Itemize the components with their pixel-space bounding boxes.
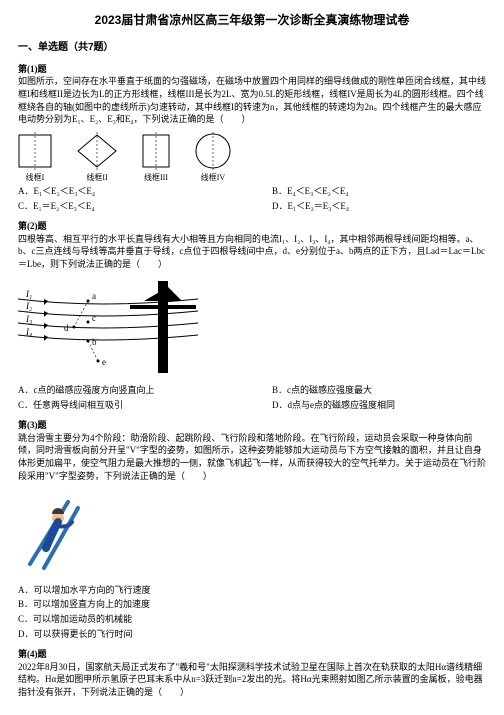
q3-options: A．可以增加水平方向的飞行速度 B．可以增加竖直方向上的加速度 C．可以增加运动…: [18, 584, 486, 640]
svg-text:I₄: I₄: [25, 327, 32, 337]
frame-3-icon: [142, 132, 170, 170]
q1-opt-c: C．E₁＝E₂＜E₃＜E₄: [18, 200, 232, 213]
q1-opt-d: D．E₁＜E₂＝E₃＜E₄: [272, 200, 486, 213]
svg-text:I₁: I₁: [25, 289, 32, 299]
q4-label: 第(4)题: [18, 648, 486, 661]
q2-opt-a: A．c点的磁感应强度方向竖直向上: [18, 384, 232, 397]
exam-title: 2023届甘肃省凉州区高三年级第一次诊断全真演练物理试卷: [18, 12, 486, 29]
q2-text: 四根等高、相互平行的水平长直导线有大小相等且方向相同的电流I₁、I₂、I₃、I₄…: [18, 233, 486, 271]
q4-text: 2022年8月30日，国家航天局正式发布了"羲和号"太阳探测科学技术试验卫星在国…: [18, 661, 486, 699]
q1-opt-b: B．E₄＜E₃＜E₂＜E₄: [272, 185, 486, 198]
section-single-choice: 一、单选题（共7题）: [18, 41, 486, 55]
svg-text:d: d: [64, 323, 69, 333]
q1-text: 如图所示，空间存在水平垂直于纸面的匀强磁场，在磁场中放置四个用同样的细导线做成的…: [18, 75, 486, 125]
svg-text:e: e: [102, 357, 106, 367]
svg-text:b: b: [92, 337, 97, 347]
frame-4-icon: [194, 132, 232, 170]
figcap-3: 线框III: [144, 172, 168, 183]
q1-figures: 线框I 线框II 线框III 线框IV: [18, 132, 486, 183]
q2-figure-icon: I₁ I₂ I₃ I₄ a c b d e: [18, 281, 208, 373]
q3-figure-icon: [18, 492, 88, 572]
svg-text:c: c: [92, 313, 96, 323]
svg-text:I₃: I₃: [25, 314, 32, 324]
q3-opt-d: D．可以获得更长的飞行时间: [18, 628, 486, 641]
figcap-1: 线框I: [26, 172, 45, 183]
frame-1-icon: [18, 132, 52, 170]
q3-opt-a: A．可以增加水平方向的飞行速度: [18, 584, 486, 597]
q1-options: A．E₁＜E₂＜E₃＜E₄ B．E₄＜E₃＜E₂＜E₄ C．E₁＝E₂＜E₃＜E…: [18, 185, 486, 212]
q2-options: A．c点的磁感应强度方向竖直向上 B．c点的磁感应强度最大 C．任意两导线间相互…: [18, 384, 486, 411]
q3-opt-c: C．可以增加运动员的机械能: [18, 613, 486, 626]
frame-2-icon: [76, 132, 118, 170]
q2-label: 第(2)题: [18, 220, 486, 233]
figcap-4: 线框IV: [201, 172, 225, 183]
q1-label: 第(1)题: [18, 63, 486, 76]
q2-opt-b: B．c点的磁感应强度最大: [272, 384, 486, 397]
q2-opt-c: C．任意两导线间相互吸引: [18, 399, 232, 412]
svg-text:a: a: [92, 291, 96, 301]
q3-text: 跳台滑雪主要分为4个阶段：助滑阶段、起跳阶段、飞行阶段和落地阶段。在飞行阶段，运…: [18, 432, 486, 482]
q3-opt-b: B．可以增加竖直方向上的加速度: [18, 598, 486, 611]
q3-label: 第(3)题: [18, 419, 486, 432]
svg-text:I₂: I₂: [25, 301, 32, 311]
q1-opt-a: A．E₁＜E₂＜E₃＜E₄: [18, 185, 232, 198]
q2-opt-d: D．d点与e点的磁感应强度相同: [272, 399, 486, 412]
figcap-2: 线框II: [86, 172, 107, 183]
